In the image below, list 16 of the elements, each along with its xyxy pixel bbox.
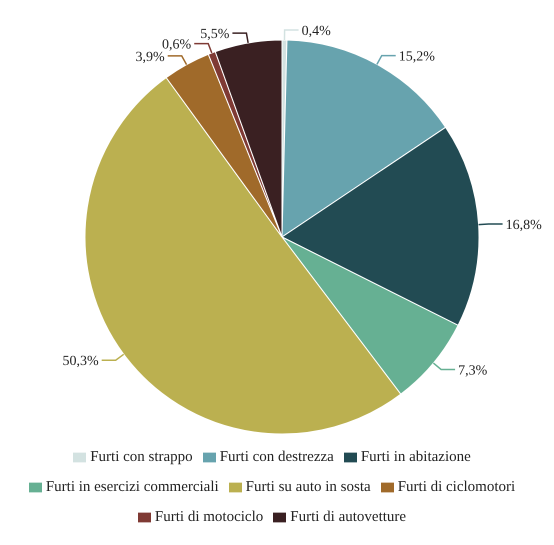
data-label: 5,5% — [200, 26, 230, 42]
legend-label: Furti con destrezza — [220, 449, 334, 465]
legend-label: Furti di ciclomotori — [398, 479, 516, 495]
data-label: 15,2% — [398, 50, 436, 65]
legend-label: Furti in esercizi commerciali — [46, 479, 219, 495]
data-label: 50,3% — [62, 354, 100, 370]
data-label: 7,3% — [458, 363, 488, 378]
legend-label: Furti in abitazione — [360, 449, 471, 465]
legend-label: Furti con strappo — [90, 449, 193, 465]
data-label: 0,4% — [302, 24, 332, 39]
legend-label: Furti di autovetture — [290, 509, 406, 525]
data-label: 16,8% — [506, 218, 542, 233]
legend-label: Furti di motociclo — [154, 509, 264, 525]
legend-label: Furti su auto in sosta — [246, 479, 371, 495]
data-label: 0,6% — [162, 37, 192, 52]
data-label: 3,9% — [136, 50, 166, 65]
